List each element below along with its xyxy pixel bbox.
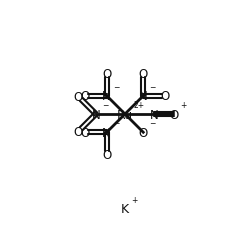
Text: O: O <box>73 126 83 139</box>
Text: O: O <box>139 126 148 139</box>
Text: O: O <box>80 126 90 139</box>
Text: −: − <box>149 82 156 91</box>
Text: −: − <box>113 82 119 91</box>
Text: O: O <box>102 148 111 161</box>
Text: N: N <box>102 126 111 139</box>
Text: +: + <box>180 101 187 110</box>
Text: O: O <box>139 68 148 81</box>
Text: N: N <box>139 90 148 103</box>
Text: O: O <box>80 90 90 103</box>
Text: N: N <box>102 90 111 103</box>
Text: O: O <box>102 68 111 81</box>
Text: N: N <box>150 108 158 121</box>
Text: −: − <box>149 119 156 128</box>
Text: +: + <box>131 195 138 204</box>
Text: N: N <box>92 108 100 121</box>
Text: −: − <box>102 101 108 110</box>
Text: Ru: Ru <box>117 108 133 121</box>
Text: −: − <box>113 119 119 128</box>
Text: O: O <box>73 90 83 103</box>
Text: O: O <box>160 90 170 103</box>
Text: 2+: 2+ <box>134 101 145 110</box>
Text: O: O <box>170 108 179 121</box>
Text: K: K <box>121 202 129 215</box>
